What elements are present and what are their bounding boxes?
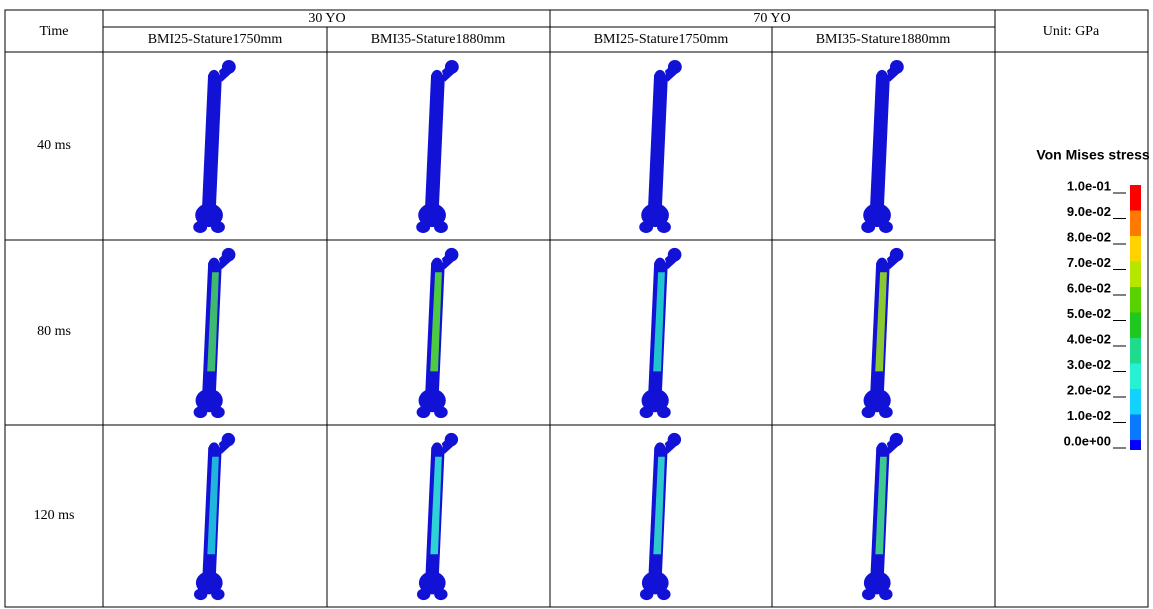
legend-swatch xyxy=(1130,185,1141,211)
subgroup-header: BMI25-Stature1750mm xyxy=(594,32,729,47)
legend-swatch xyxy=(1130,364,1141,390)
legend-swatch xyxy=(1130,262,1141,288)
legend-label: 9.0e-02 xyxy=(1067,204,1111,219)
legend-swatch xyxy=(1130,236,1141,262)
legend-label: 4.0e-02 xyxy=(1067,331,1111,346)
legend-label: 6.0e-02 xyxy=(1067,280,1111,295)
femur-image xyxy=(416,60,459,233)
row-label: 40 ms xyxy=(37,138,71,153)
legend-label: 1.0e-01 xyxy=(1067,178,1111,193)
page: {"header": {"time": "Time", "groups": ["… xyxy=(0,0,1153,609)
legend-swatch xyxy=(1130,211,1141,237)
subgroup-header: BMI25-Stature1750mm xyxy=(148,32,283,47)
row-label: 120 ms xyxy=(34,508,75,523)
legend-swatch xyxy=(1130,440,1141,450)
unit-header: Unit: GPa xyxy=(1043,24,1100,39)
table-grid xyxy=(5,10,1148,607)
legend-swatch xyxy=(1130,313,1141,339)
legend-label: 7.0e-02 xyxy=(1067,255,1111,270)
time-header: Time xyxy=(39,24,68,39)
group-header: 30 YO xyxy=(308,11,345,26)
legend-label: 1.0e-02 xyxy=(1067,408,1111,423)
legend-title: Von Mises stress xyxy=(1036,147,1150,163)
subgroup-header: BMI35-Stature1880mm xyxy=(816,32,951,47)
group-header: 70 YO xyxy=(753,11,790,26)
legend-swatch xyxy=(1130,389,1141,415)
femur-image xyxy=(861,60,904,233)
subgroup-header: BMI35-Stature1880mm xyxy=(371,32,506,47)
legend-label: 3.0e-02 xyxy=(1067,357,1111,372)
legend-swatch xyxy=(1130,415,1141,441)
legend-swatch xyxy=(1130,287,1141,313)
femur-image xyxy=(639,60,682,233)
legend-label: 0.0e+00 xyxy=(1064,433,1111,448)
row-label: 80 ms xyxy=(37,324,71,339)
legend-swatch xyxy=(1130,338,1141,364)
figure: Time 30 YO 70 YO BMI25-Stature1750mm BMI… xyxy=(0,0,1153,609)
legend-label: 8.0e-02 xyxy=(1067,229,1111,244)
legend-label: 2.0e-02 xyxy=(1067,382,1111,397)
femur-image xyxy=(193,60,236,233)
legend-label: 5.0e-02 xyxy=(1067,306,1111,321)
